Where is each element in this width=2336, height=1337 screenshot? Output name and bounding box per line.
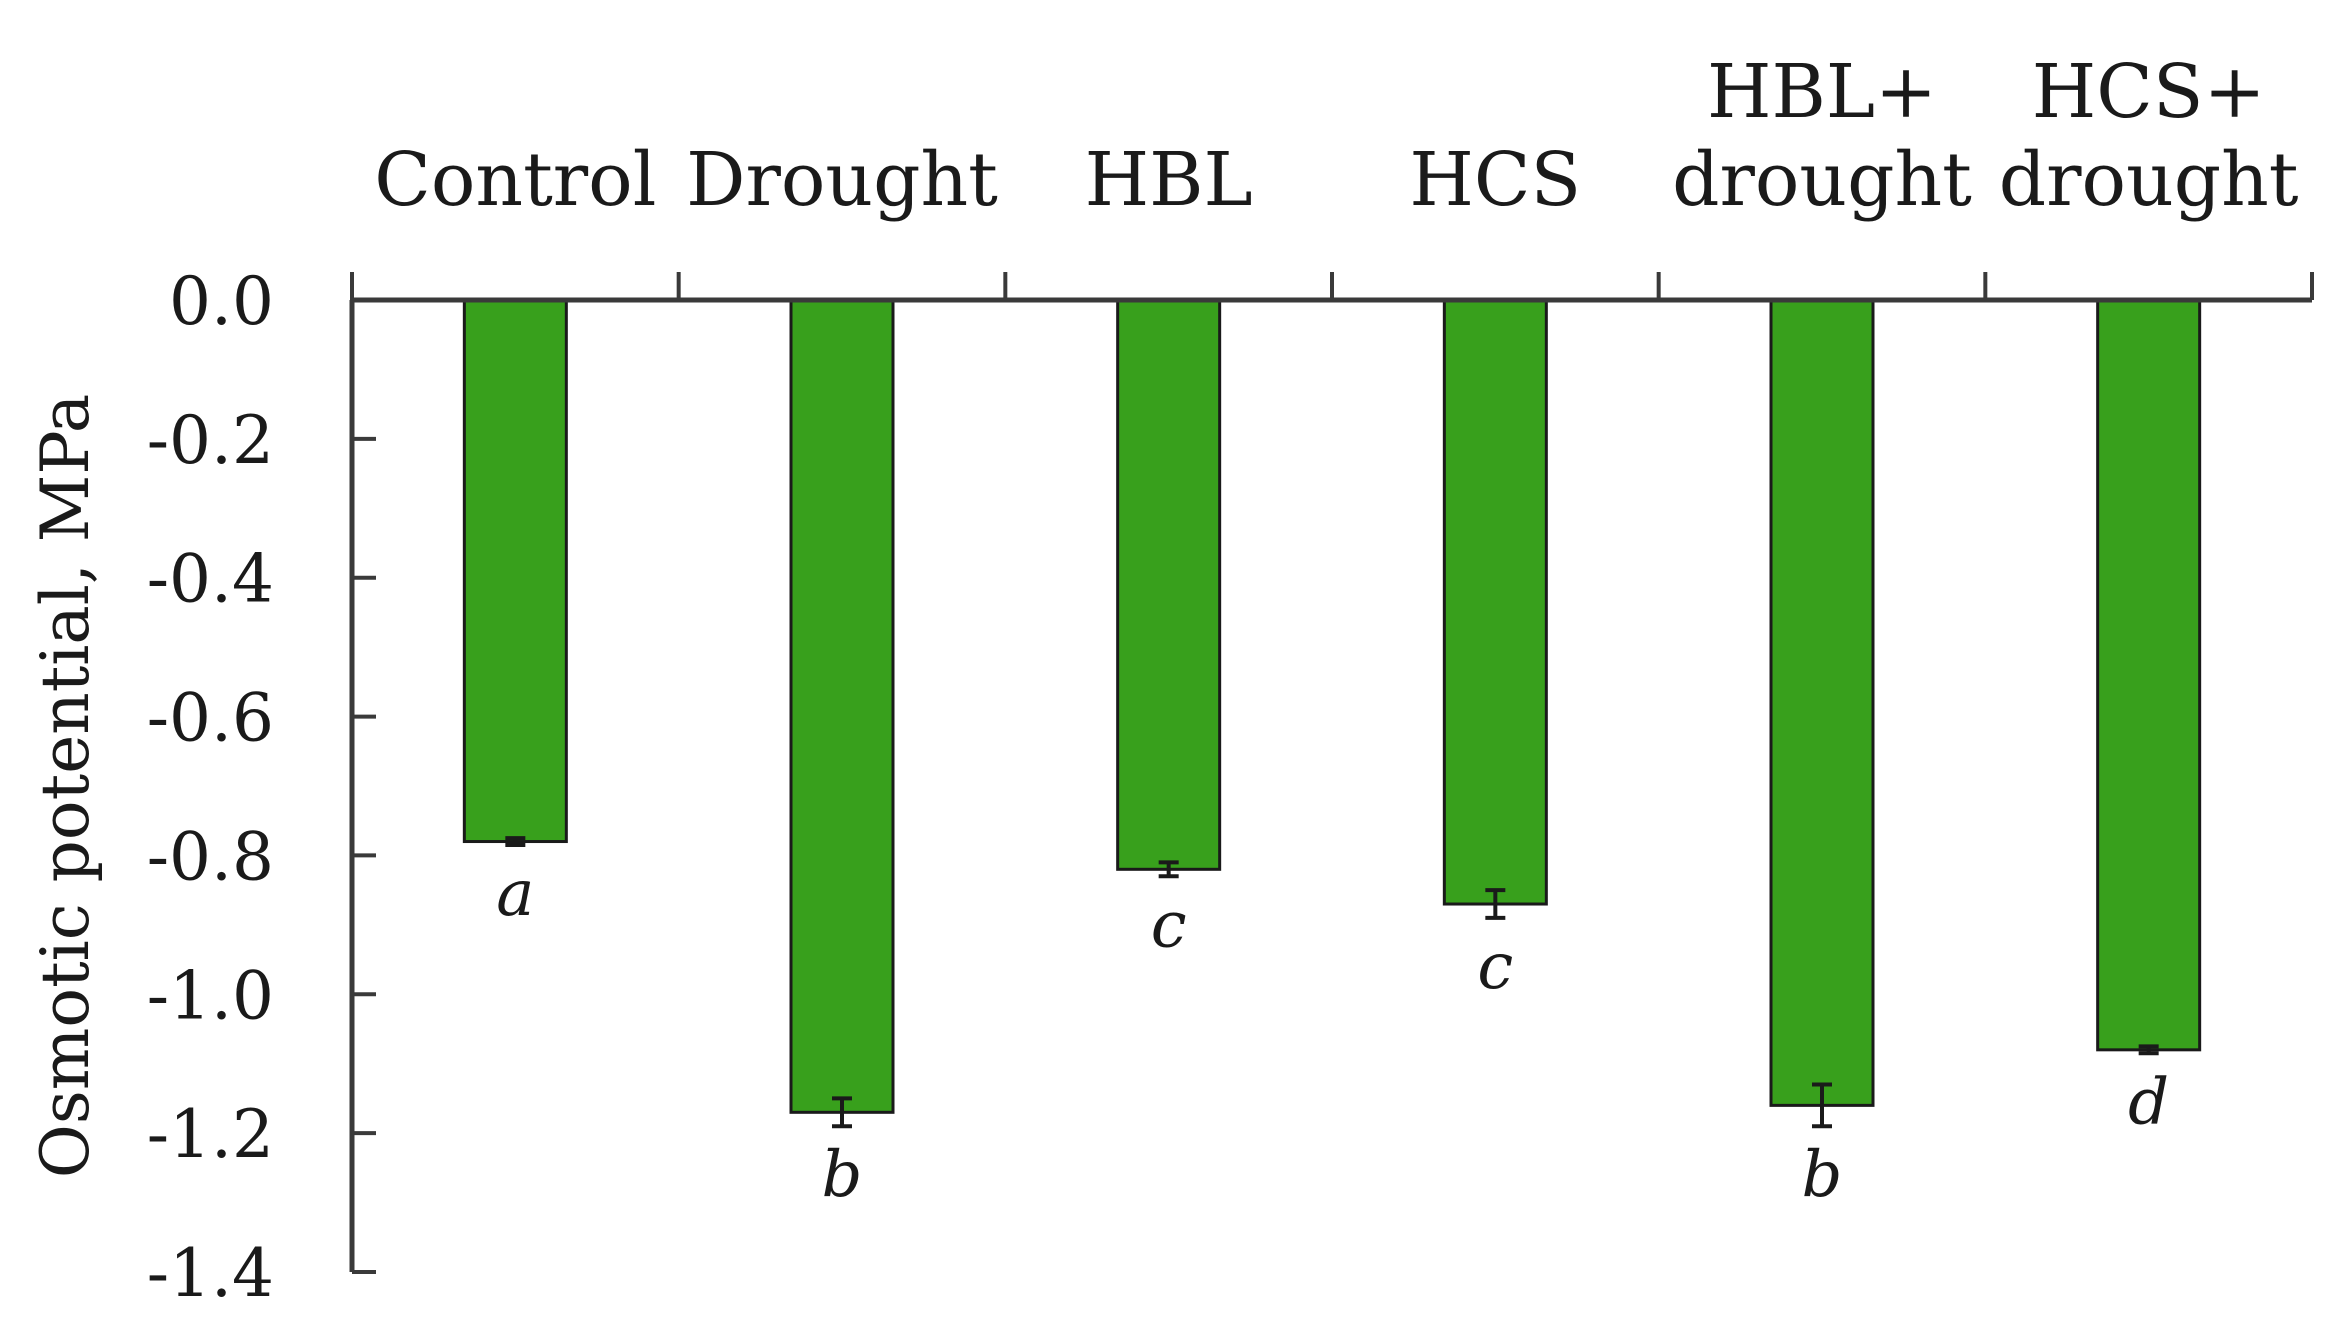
bar: [1769, 298, 1875, 1107]
bar: [789, 298, 895, 1114]
bars-layer: [462, 298, 2202, 1114]
significance-letter: b: [822, 1138, 863, 1212]
y-tick-label: -1.4: [147, 1235, 274, 1312]
y-ticks-layer: 0.0 -0.2 -0.4 -0.6 -0.8 -1.0 -1.2 -1.4: [147, 263, 376, 1312]
bar: [2096, 298, 2202, 1052]
axes-layer: [349, 272, 2314, 1272]
category-label: HBL+: [1707, 49, 1937, 135]
bar: [462, 298, 568, 844]
category-label: HBL: [1085, 137, 1253, 223]
error-bars-layer: [505, 836, 2159, 1129]
significance-letter: c: [1477, 930, 1513, 1004]
bar: [1442, 298, 1548, 906]
significance-letter: a: [496, 857, 534, 931]
y-tick-label: -0.2: [147, 402, 274, 479]
y-tick-label: 0.0: [169, 263, 274, 340]
y-tick-label: -1.0: [147, 957, 274, 1034]
significance-letter: d: [2128, 1065, 2169, 1139]
bar: [1116, 298, 1222, 871]
category-label: drought: [1999, 137, 2299, 223]
significance-letter: c: [1151, 888, 1187, 962]
y-tick-label: -0.6: [147, 680, 274, 757]
y-tick-label: -0.4: [147, 541, 274, 618]
y-tick-label: -1.2: [147, 1096, 274, 1173]
category-labels-layer: Control Drought HBL HCSHBL+droughtHCS+droug…: [374, 49, 2299, 223]
significance-letters-layer: a b c c b d: [496, 857, 2169, 1212]
category-label: drought: [1672, 137, 1972, 223]
category-label: HCS+: [2032, 49, 2266, 135]
y-axis-label-group: Osmotic potential, MPa: [27, 394, 104, 1178]
category-label: Drought: [686, 137, 998, 223]
y-axis-label: Osmotic potential, MPa: [27, 394, 104, 1178]
y-tick-label: -0.8: [147, 818, 274, 895]
significance-letter: b: [1802, 1138, 1843, 1212]
category-label: Control: [374, 137, 656, 223]
category-label: HCS: [1409, 137, 1581, 223]
